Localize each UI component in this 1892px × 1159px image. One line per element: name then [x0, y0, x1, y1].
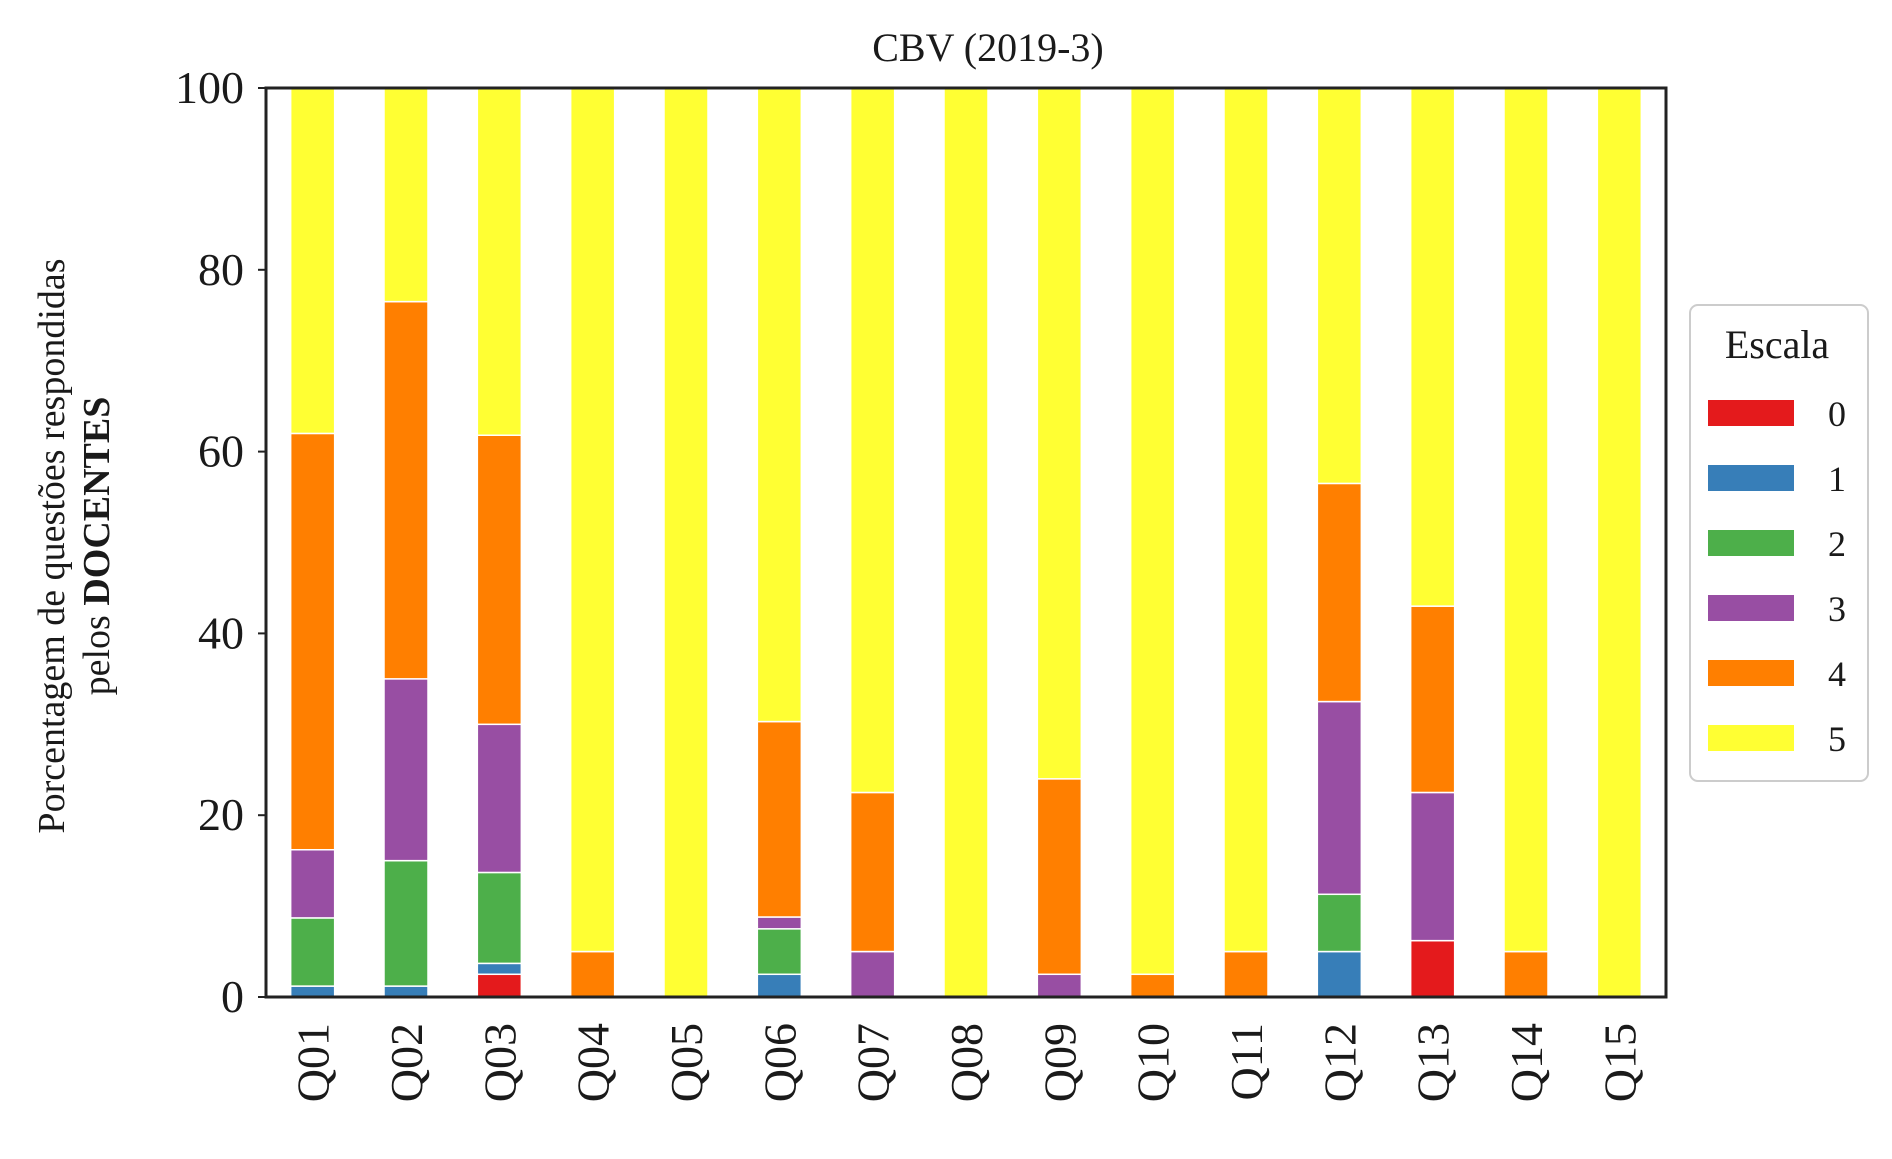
legend-items: 0 1 2 3 4 5	[1708, 394, 1846, 759]
x-tick-label-q04: Q04	[568, 1023, 619, 1102]
bar-segment-q06-scale-1	[756, 973, 803, 998]
x-tick-label-q07: Q07	[848, 1023, 899, 1102]
legend-title: Escala	[1725, 322, 1830, 367]
bar-segment-q05-scale-5	[663, 87, 709, 998]
x-tick-label-q09: Q09	[1034, 1023, 1085, 1102]
x-tick-label-q14: Q14	[1501, 1023, 1552, 1102]
legend-label-1: 1	[1828, 459, 1846, 499]
bar-segment-q04-scale-4	[569, 950, 616, 998]
bar-segment-q02-scale-5	[383, 87, 429, 303]
bar-segment-q07-scale-5	[849, 87, 896, 794]
x-tick-label-q05: Q05	[661, 1023, 712, 1102]
bar-segment-q15-scale-5	[1596, 87, 1643, 998]
x-tick-label-q13: Q13	[1408, 1023, 1459, 1102]
x-tick-label-q15: Q15	[1594, 1023, 1645, 1102]
x-tick-label-q11: Q11	[1221, 1023, 1272, 1101]
bar-segment-q13-scale-0	[1409, 939, 1456, 998]
plot-frame	[264, 86, 1668, 999]
y-tick-label: 60	[198, 426, 244, 477]
bar-segment-q02-scale-3	[383, 678, 429, 862]
legend-swatch-2	[1708, 530, 1794, 556]
bar-segment-q08-scale-5	[943, 87, 989, 998]
x-axis: Q01 Q02 Q03 Q04 Q05 Q06 Q07 Q08 Q09 Q10 Q11 Q12 Q13 Q…	[288, 1023, 1646, 1102]
bar-segment-q03-scale-5	[476, 87, 523, 436]
bar-segment-q13-scale-3	[1409, 791, 1456, 942]
y-tick-label: 20	[198, 789, 244, 840]
bar-segment-q09-scale-5	[1036, 87, 1083, 780]
bar-segment-q02-scale-1	[383, 985, 429, 998]
bar-segment-q03-scale-4	[476, 434, 523, 726]
x-tick-label-q02: Q02	[381, 1023, 432, 1102]
bar-segment-q11-scale-5	[1223, 87, 1269, 953]
bar-segment-q01-scale-3	[289, 848, 336, 919]
bar-segment-q12-scale-2	[1316, 893, 1363, 953]
bar-segment-q07-scale-3	[849, 950, 896, 998]
y-axis-label-line2: pelos DOCENTES	[76, 397, 118, 696]
bar-segment-q14-scale-4	[1503, 950, 1549, 998]
legend-swatch-1	[1708, 465, 1794, 491]
legend-label-0: 0	[1828, 394, 1846, 434]
x-tick-label-q06: Q06	[754, 1023, 805, 1102]
legend-swatch-4	[1708, 660, 1794, 686]
bar-segment-q09-scale-4	[1036, 778, 1083, 976]
y-axis-label-line1: Porcentagem de questões respondidas	[31, 258, 73, 833]
y-tick-label: 100	[175, 62, 244, 113]
bar-segment-q02-scale-4	[383, 300, 429, 680]
bar-segment-q10-scale-4	[1129, 973, 1176, 998]
bar-segment-q14-scale-5	[1503, 87, 1549, 953]
y-axis: 0 20 40 60 80 100	[175, 62, 266, 1022]
bar-segment-q09-scale-3	[1036, 973, 1083, 998]
y-tick-label: 40	[198, 607, 244, 658]
bar-segment-q01-scale-2	[289, 917, 336, 987]
legend-label-4: 4	[1828, 654, 1846, 694]
bar-segment-q10-scale-5	[1129, 87, 1176, 976]
legend-label-2: 2	[1828, 524, 1846, 564]
x-tick-label-q12: Q12	[1314, 1023, 1365, 1102]
bar-segment-q06-scale-4	[756, 720, 803, 918]
legend-swatch-3	[1708, 595, 1794, 621]
bar-segment-q03-scale-0	[476, 973, 523, 998]
legend-swatch-5	[1708, 725, 1794, 751]
bar-segment-q01-scale-4	[289, 432, 336, 851]
bar-segment-q04-scale-5	[569, 87, 616, 953]
bar-segment-q13-scale-5	[1409, 87, 1456, 607]
y-tick-label: 80	[198, 244, 244, 295]
bar-segment-q06-scale-2	[756, 928, 803, 976]
bar-segment-q03-scale-2	[476, 871, 523, 965]
bar-segment-q12-scale-3	[1316, 700, 1363, 896]
legend: Escala 0 1 2 3 4 5	[1689, 304, 1869, 782]
bar-segment-q12-scale-5	[1316, 87, 1363, 485]
bar-segment-q11-scale-4	[1223, 950, 1269, 998]
bar-segment-q03-scale-1	[476, 962, 523, 976]
bar-segment-q02-scale-2	[383, 859, 429, 987]
bar-segment-q12-scale-4	[1316, 482, 1363, 703]
bar-segment-q06-scale-5	[756, 87, 803, 723]
legend-swatch-0	[1708, 400, 1794, 426]
y-tick-label: 0	[221, 971, 244, 1022]
x-tick-label-q03: Q03	[474, 1023, 525, 1102]
x-tick-label-q10: Q10	[1128, 1023, 1179, 1102]
bar-segment-q01-scale-1	[289, 985, 336, 998]
bar-segment-q01-scale-5	[289, 87, 336, 435]
x-tick-label-q08: Q08	[941, 1023, 992, 1102]
bar-segment-q06-scale-3	[756, 916, 803, 930]
bar-segment-q07-scale-4	[849, 791, 896, 953]
chart-title: CBV (2019-3)	[872, 25, 1103, 70]
y-axis-label-prefix: pelos	[76, 606, 118, 696]
bar-segment-q03-scale-3	[476, 723, 523, 874]
y-axis-label: Porcentagem de questões respondidas pelo…	[31, 258, 118, 833]
y-axis-label-bold: DOCENTES	[76, 397, 118, 606]
bar-segment-q13-scale-4	[1409, 605, 1456, 794]
x-tick-label-q01: Q01	[288, 1023, 339, 1102]
plot-area	[289, 87, 1643, 998]
legend-label-3: 3	[1828, 589, 1846, 629]
legend-label-5: 5	[1828, 719, 1846, 759]
bar-segment-q12-scale-1	[1316, 950, 1363, 998]
